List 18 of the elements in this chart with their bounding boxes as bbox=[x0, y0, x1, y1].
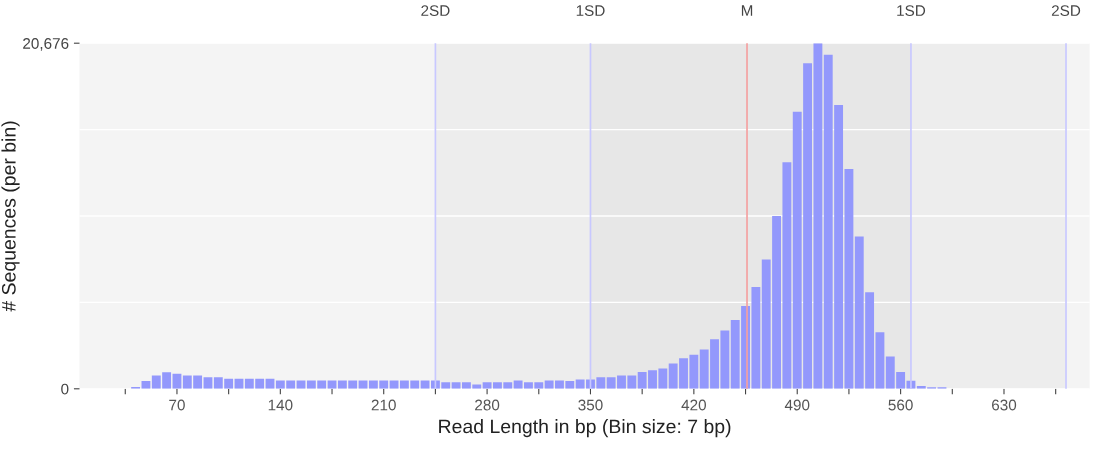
x-axis-title: Read Length in bp (Bin size: 7 bp) bbox=[439, 419, 731, 438]
x-tick-label: 140 bbox=[268, 399, 293, 411]
ref-line-label: 1SD bbox=[576, 5, 605, 16]
x-tick-label: 280 bbox=[475, 399, 500, 411]
x-tick-label: 210 bbox=[371, 399, 396, 411]
x-tick-label: 420 bbox=[681, 399, 706, 411]
ref-line-label: 1SD bbox=[897, 5, 926, 16]
x-tick-label: 560 bbox=[888, 399, 913, 411]
ref-line-label: M bbox=[741, 5, 753, 16]
x-tick-label: 490 bbox=[784, 399, 810, 411]
x-tick-label: 70 bbox=[169, 399, 185, 411]
ref-line-label: 2SD bbox=[1051, 5, 1081, 16]
y-tick-label: 20,676 bbox=[23, 38, 69, 51]
y-axis-title: # Sequences (per bin) bbox=[1, 121, 20, 312]
y-tick-label: 0 bbox=[61, 383, 69, 395]
x-tick-label: 630 bbox=[992, 399, 1017, 411]
x-tick-label: 350 bbox=[578, 399, 603, 411]
ref-line-label: 2SD bbox=[421, 5, 450, 16]
